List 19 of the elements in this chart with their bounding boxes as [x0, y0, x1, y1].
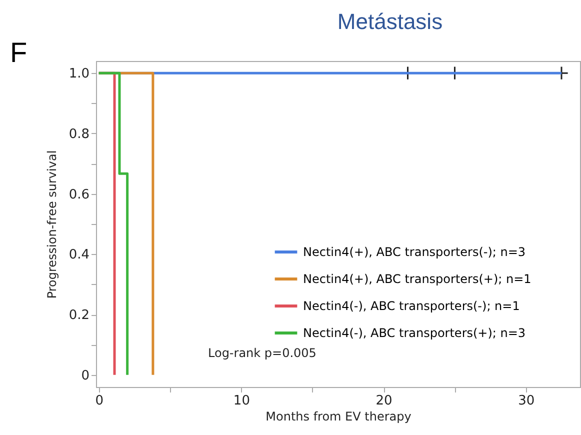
- legend-label: Nectin4(-), ABC transporters(+); n=3: [303, 326, 526, 340]
- x-tick-label: 30: [518, 394, 535, 408]
- y-tick-label: 0.6: [68, 187, 90, 202]
- y-tick-label: 0.8: [68, 126, 90, 142]
- x-axis-title: Months from EV therapy: [266, 410, 412, 424]
- y-tick-label: 0: [81, 368, 90, 384]
- legend-label: Nectin4(+), ABC transporters(-); n=3: [303, 245, 526, 259]
- x-tick-label: 0: [95, 394, 104, 408]
- y-tick-label: 1.0: [68, 66, 90, 82]
- chart-title: Metástasis: [337, 9, 443, 34]
- x-tick-label: 20: [376, 394, 392, 408]
- y-tick-label: 0.4: [68, 248, 90, 263]
- y-tick-label: 0.2: [68, 308, 90, 324]
- legend-label: Nectin4(-), ABC transporters(-); n=1: [303, 299, 520, 313]
- y-axis-title: Progression-free survival: [44, 150, 59, 299]
- legend-label: Nectin4(+), ABC transporters(+); n=1: [303, 272, 532, 286]
- annotation: Log-rank p=0.005: [208, 346, 316, 360]
- x-tick-label: 10: [233, 394, 250, 408]
- text: F: [10, 37, 28, 68]
